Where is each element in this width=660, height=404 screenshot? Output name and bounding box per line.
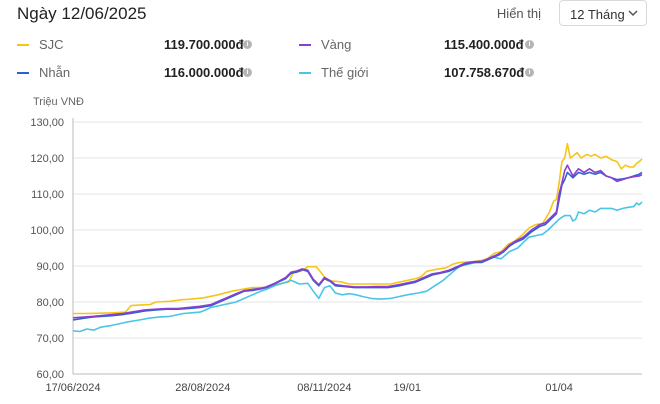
y-tick-label: 130,00 — [30, 117, 64, 129]
legend-item-the-gioi[interactable]: Thế giới 107.758.670đ i — [299, 64, 539, 82]
y-tick-label: 70,00 — [36, 333, 64, 345]
info-icon[interactable]: i — [243, 68, 252, 77]
info-icon[interactable]: i — [243, 40, 252, 49]
info-icon[interactable]: i — [525, 40, 534, 49]
legend-item-nhan[interactable]: Nhẫn 116.000.000đ i — [17, 64, 252, 82]
legend-price: 119.700.000đ — [164, 37, 244, 52]
legend-item-sjc[interactable]: SJC 119.700.000đ i — [17, 36, 252, 54]
range-select[interactable]: 12 Tháng — [559, 0, 647, 26]
legend-color-sjc — [17, 44, 29, 46]
legend-color-nhan — [17, 72, 29, 74]
legend-name: Nhẫn — [39, 65, 71, 80]
y-tick-label: 110,00 — [31, 189, 64, 201]
series-line — [73, 142, 643, 315]
x-tick-label: 01/04 — [545, 382, 573, 394]
legend-price: 115.400.000đ — [444, 37, 524, 52]
legend-color-the-gioi — [299, 72, 311, 74]
y-tick-label: 120,00 — [30, 153, 64, 165]
y-tick-label: 90,00 — [36, 261, 64, 273]
legend-name: Thế giới — [321, 65, 369, 80]
x-tick-label: 17/06/2024 — [45, 382, 100, 394]
y-tick-label: 60,00 — [36, 369, 64, 381]
x-tick-label: 19/01 — [393, 382, 421, 394]
chevron-down-icon — [628, 10, 638, 17]
legend-price: 116.000.000đ — [164, 65, 244, 80]
series-line — [72, 201, 643, 333]
y-tick-label: 80,00 — [36, 297, 64, 309]
legend-name: SJC — [39, 37, 64, 52]
info-icon[interactable]: i — [525, 68, 534, 77]
legend: SJC 119.700.000đ i Vàng 115.400.000đ i N… — [17, 36, 637, 86]
range-select-value: 12 Tháng — [570, 7, 625, 22]
x-tick-label: 28/08/2024 — [175, 382, 230, 394]
price-chart[interactable]: Triệu VNĐ 60,00 70,00 80,00 90,00 100,00 110,0… — [0, 92, 660, 404]
legend-price: 107.758.670đ — [444, 65, 525, 80]
legend-name: Vàng — [321, 37, 352, 52]
series-line — [72, 171, 643, 321]
x-tick-label: 08/11/2024 — [297, 382, 351, 394]
y-tick-label: 100,00 — [30, 225, 64, 237]
y-axis-label: Triệu VNĐ — [33, 96, 84, 108]
header: Ngày 12/06/2025 Hiển thị 12 Tháng — [17, 0, 647, 28]
legend-color-vang — [299, 44, 311, 46]
date-title: Ngày 12/06/2025 — [17, 4, 147, 23]
series-line — [72, 164, 643, 319]
display-label: Hiển thị — [496, 6, 541, 21]
legend-item-vang[interactable]: Vàng 115.400.000đ i — [299, 36, 539, 54]
